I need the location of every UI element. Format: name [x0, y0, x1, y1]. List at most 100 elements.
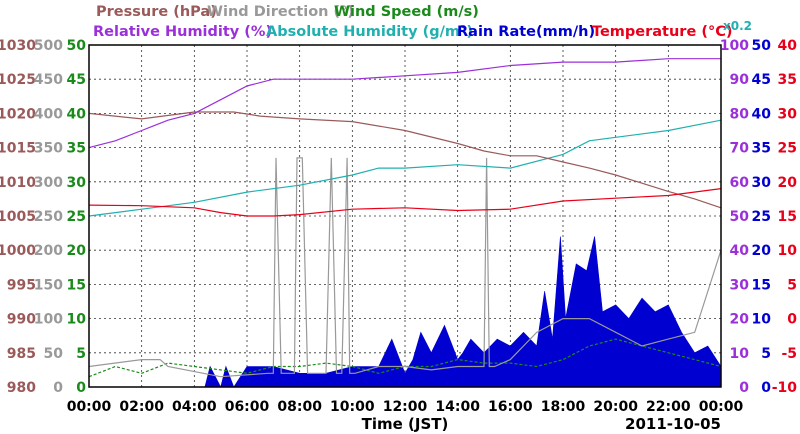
y-tick-label-pressure: 985 — [7, 346, 36, 362]
y-tick-label-humidity: 80 — [730, 106, 750, 122]
y-tick-label-pressure: 1020 — [0, 106, 36, 122]
y-tick-label-humidity: 70 — [730, 141, 750, 157]
series-relative-humidity — [88, 58, 721, 149]
series-wind-speed-m-s — [88, 338, 722, 378]
y-tick-label-pressure: 1015 — [0, 141, 36, 157]
y-tick-label-wind-speed: 0 — [76, 380, 86, 396]
y-tick-label-wind-dir: 400 — [34, 106, 63, 122]
y-tick-label-temperature: 10 — [778, 243, 798, 259]
y-tick-label-wind-speed: 40 — [67, 106, 87, 122]
x-tick-label: 12:00 — [383, 399, 428, 415]
y-tick-label-wind-speed: 20 — [67, 243, 87, 259]
legend-entry: Rain Rate(mm/h) — [457, 24, 595, 40]
y-tick-label-temperature: -5 — [781, 346, 797, 362]
y-tick-label-wind-speed: 50 — [67, 38, 87, 54]
y-tick-label-humidity: 30 — [730, 277, 750, 293]
legend-entry: Wind Speed (m/s) — [334, 4, 479, 20]
y-tick-label-wind-dir: 200 — [34, 243, 63, 259]
y-tick-label-humidity: 90 — [730, 72, 750, 88]
y-tick-label-pressure: 1000 — [0, 243, 36, 259]
y-tick-label-wind-dir: 150 — [34, 277, 63, 293]
y-tick-label-wind-dir: 350 — [34, 141, 63, 157]
plot-frame — [88, 44, 722, 388]
y-tick-label-humidity: 0 — [739, 380, 749, 396]
y-tick-label-rain: 0 — [761, 380, 771, 396]
y-tick-label-rain: 50 — [752, 38, 772, 54]
y-tick-label-temperature: 40 — [778, 38, 798, 54]
y-tick-label-wind-speed: 25 — [67, 209, 86, 225]
y-tick-label-rain: 45 — [752, 72, 771, 88]
legend-entry: Absolute Humidity (g/m³) — [266, 24, 473, 40]
y-tick-label-temperature: 20 — [778, 175, 798, 191]
x-tick-label: 16:00 — [488, 399, 533, 415]
grid — [89, 45, 721, 387]
y-tick-label-temperature: 15 — [778, 209, 797, 225]
series-temperature-c — [88, 188, 722, 217]
y-tick-label-rain: 40 — [752, 106, 772, 122]
legend-scale-note: x0.2 — [723, 19, 752, 33]
x-tick-label: 20:00 — [593, 399, 638, 415]
y-tick-label-wind-speed: 10 — [67, 312, 87, 328]
y-tick-label-humidity: 50 — [730, 209, 750, 225]
y-tick-label-humidity: 10 — [730, 346, 750, 362]
x-tick-label: 00:00 — [699, 399, 744, 415]
y-tick-label-temperature: 25 — [778, 141, 797, 157]
y-tick-label-pressure: 990 — [7, 312, 36, 328]
y-tick-label-temperature: 5 — [787, 277, 797, 293]
axes: 1030102510201015101010051000995990985980… — [0, 38, 797, 415]
y-tick-label-humidity: 100 — [720, 38, 749, 54]
legend-entry: Pressure (hPa) — [96, 4, 217, 20]
y-tick-label-temperature: 30 — [778, 106, 798, 122]
y-tick-label-temperature: 0 — [787, 312, 797, 328]
x-tick-label: 06:00 — [225, 399, 270, 415]
x-tick-label: 18:00 — [541, 399, 586, 415]
y-tick-label-wind-dir: 0 — [53, 380, 63, 396]
y-tick-label-wind-dir: 450 — [34, 72, 63, 88]
legend: Pressure (hPa)Wind Direction (°)Wind Spe… — [93, 4, 752, 40]
y-tick-label-pressure: 1030 — [0, 38, 36, 54]
y-tick-label-wind-dir: 300 — [34, 175, 63, 191]
series-rain-rate-mm-h — [89, 236, 722, 388]
series-wind-direction — [88, 157, 722, 378]
y-tick-label-pressure: 1005 — [0, 209, 36, 225]
x-tick-label: 10:00 — [330, 399, 375, 415]
y-tick-label-pressure: 980 — [7, 380, 36, 396]
x-tick-label: 04:00 — [172, 399, 217, 415]
y-tick-label-wind-speed: 5 — [76, 346, 86, 362]
y-tick-label-rain: 25 — [752, 209, 771, 225]
y-tick-label-humidity: 60 — [730, 175, 750, 191]
series-layer — [88, 58, 722, 388]
x-tick-label: 08:00 — [277, 399, 322, 415]
y-tick-label-wind-speed: 30 — [67, 175, 87, 191]
y-tick-label-temperature: -10 — [772, 380, 798, 396]
x-tick-label: 00:00 — [67, 399, 112, 415]
legend-entry: Temperature (°C) — [592, 24, 733, 40]
x-tick-label: 22:00 — [646, 399, 691, 415]
y-tick-label-rain: 35 — [752, 141, 771, 157]
y-tick-label-pressure: 1010 — [0, 175, 36, 191]
y-tick-label-rain: 15 — [752, 277, 771, 293]
series-absolute-humidity-g-m — [88, 119, 722, 217]
x-axis-label: Time (JST) — [362, 415, 449, 433]
x-tick-label: 14:00 — [435, 399, 480, 415]
y-tick-label-rain: 30 — [752, 175, 772, 191]
x-tick-label: 02:00 — [119, 399, 164, 415]
y-tick-label-rain: 20 — [752, 243, 772, 259]
date-label: 2011-10-05 — [625, 415, 721, 433]
y-tick-label-wind-speed: 45 — [67, 72, 86, 88]
series-pressure-hpa — [88, 111, 722, 209]
y-tick-label-rain: 5 — [761, 346, 771, 362]
y-tick-label-humidity: 40 — [730, 243, 750, 259]
y-tick-label-wind-dir: 100 — [34, 312, 63, 328]
y-tick-label-pressure: 995 — [7, 277, 36, 293]
y-tick-label-wind-dir: 50 — [44, 346, 64, 362]
y-tick-label-wind-dir: 500 — [34, 38, 63, 54]
y-tick-label-rain: 10 — [752, 312, 772, 328]
y-tick-label-wind-speed: 35 — [67, 141, 86, 157]
y-tick-label-temperature: 35 — [778, 72, 797, 88]
y-tick-label-wind-speed: 15 — [67, 277, 86, 293]
legend-entry: Wind Direction (°) — [207, 4, 354, 20]
y-tick-label-humidity: 20 — [730, 312, 750, 328]
y-tick-label-wind-dir: 250 — [34, 209, 63, 225]
